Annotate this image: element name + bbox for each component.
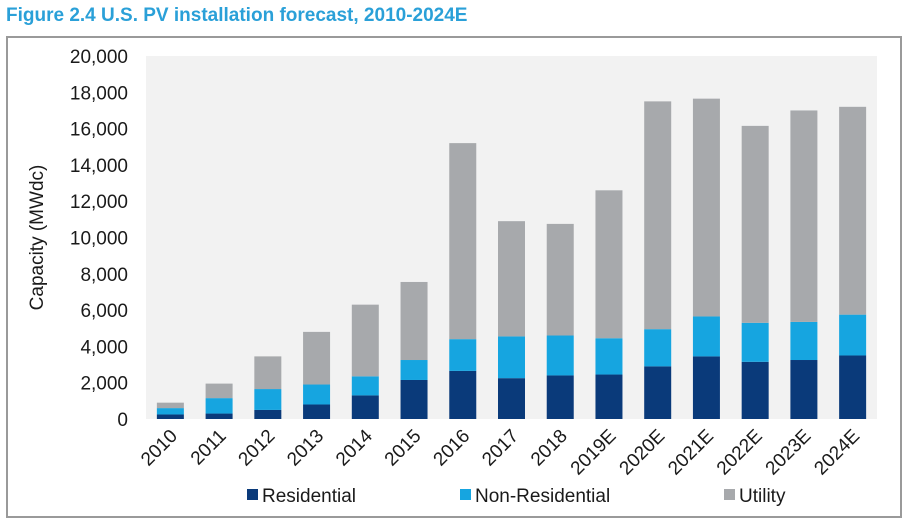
bar-segment bbox=[400, 379, 428, 419]
x-tick-label: 2024E bbox=[810, 426, 864, 480]
x-tick-label: 2021E bbox=[664, 426, 718, 480]
bar-segment bbox=[449, 339, 477, 371]
bar-segment bbox=[205, 383, 233, 399]
y-tick-label: 0 bbox=[117, 410, 128, 431]
bar-segment bbox=[400, 360, 428, 380]
bar-segment bbox=[205, 398, 233, 414]
bar-segment bbox=[351, 395, 379, 419]
bar-segment bbox=[546, 335, 574, 376]
bar-segment bbox=[790, 321, 818, 361]
y-tick-label: 14,000 bbox=[70, 156, 128, 177]
bar-segment bbox=[741, 125, 769, 323]
x-tick-label: 2010 bbox=[137, 426, 182, 471]
bar-segment bbox=[692, 356, 720, 419]
bar-segment bbox=[156, 402, 184, 409]
bar-segment bbox=[303, 384, 331, 405]
x-tick-label: 2022E bbox=[713, 426, 767, 480]
bar-segment bbox=[839, 314, 867, 356]
chart-title: Figure 2.4 U.S. PV installation forecast… bbox=[6, 5, 468, 26]
bar-segment bbox=[254, 409, 282, 419]
x-tick-label: 2016 bbox=[430, 426, 475, 471]
bar-segment bbox=[790, 360, 818, 419]
x-tick-label: 2017 bbox=[478, 426, 523, 471]
bar-segment bbox=[498, 221, 525, 337]
y-tick-label: 16,000 bbox=[70, 120, 128, 141]
bar-segment bbox=[254, 356, 282, 390]
bar-segment bbox=[351, 376, 379, 396]
bar-segment bbox=[595, 190, 623, 339]
bar-segment bbox=[839, 355, 867, 419]
bar-segment bbox=[692, 98, 720, 317]
y-tick-label: 2,000 bbox=[80, 374, 128, 395]
bar-segment bbox=[790, 110, 818, 322]
y-tick-label: 10,000 bbox=[70, 229, 128, 250]
bar-segment bbox=[692, 316, 720, 357]
x-tick-label: 2014 bbox=[332, 425, 377, 470]
x-tick-label: 2011 bbox=[187, 426, 231, 470]
bar-segment bbox=[156, 408, 184, 415]
bar-segment bbox=[498, 336, 525, 379]
bar-segment bbox=[449, 143, 477, 340]
y-axis-label: Capacity (MWdc) bbox=[27, 165, 48, 311]
bar-segment bbox=[351, 304, 379, 377]
bar-segment bbox=[644, 366, 672, 419]
legend-swatch bbox=[724, 489, 735, 500]
bar-segment bbox=[644, 101, 672, 330]
x-tick-label: 2015 bbox=[381, 426, 426, 471]
x-tick-label: 2020E bbox=[616, 426, 670, 480]
bar-segment bbox=[498, 378, 525, 419]
bar-segment bbox=[156, 414, 184, 419]
y-tick-label: 6,000 bbox=[80, 301, 128, 322]
y-tick-label: 12,000 bbox=[70, 192, 128, 213]
bar-segment bbox=[595, 338, 623, 375]
bar-segment bbox=[741, 322, 769, 362]
legend-label: Residential bbox=[262, 486, 356, 507]
legend-swatch bbox=[460, 489, 471, 500]
y-tick-label: 18,000 bbox=[70, 83, 128, 104]
bar-segment bbox=[741, 361, 769, 419]
bar-segment bbox=[546, 223, 574, 336]
bar-segment bbox=[839, 106, 867, 315]
y-tick-label: 4,000 bbox=[80, 337, 128, 358]
legend-label: Utility bbox=[739, 486, 786, 507]
y-tick-label: 20,000 bbox=[70, 47, 128, 68]
legend-swatch bbox=[247, 489, 258, 500]
legend-label: Non-Residential bbox=[475, 486, 610, 507]
bar-segment bbox=[546, 375, 574, 419]
x-tick-label: 2018 bbox=[527, 426, 572, 471]
bar-segment bbox=[205, 413, 233, 419]
bar-segment bbox=[303, 331, 331, 385]
x-tick-label: 2013 bbox=[283, 426, 328, 471]
bar-segment bbox=[595, 374, 623, 419]
bar-segment bbox=[400, 281, 428, 361]
bar-segment bbox=[254, 389, 282, 410]
bar-segment bbox=[449, 370, 477, 419]
x-tick-label: 2012 bbox=[235, 426, 280, 471]
y-tick-label: 8,000 bbox=[80, 265, 128, 286]
x-tick-label: 2023E bbox=[762, 426, 816, 480]
bar-segment bbox=[303, 404, 331, 419]
x-tick-label: 2019E bbox=[567, 426, 621, 480]
bar-segment bbox=[644, 329, 672, 367]
